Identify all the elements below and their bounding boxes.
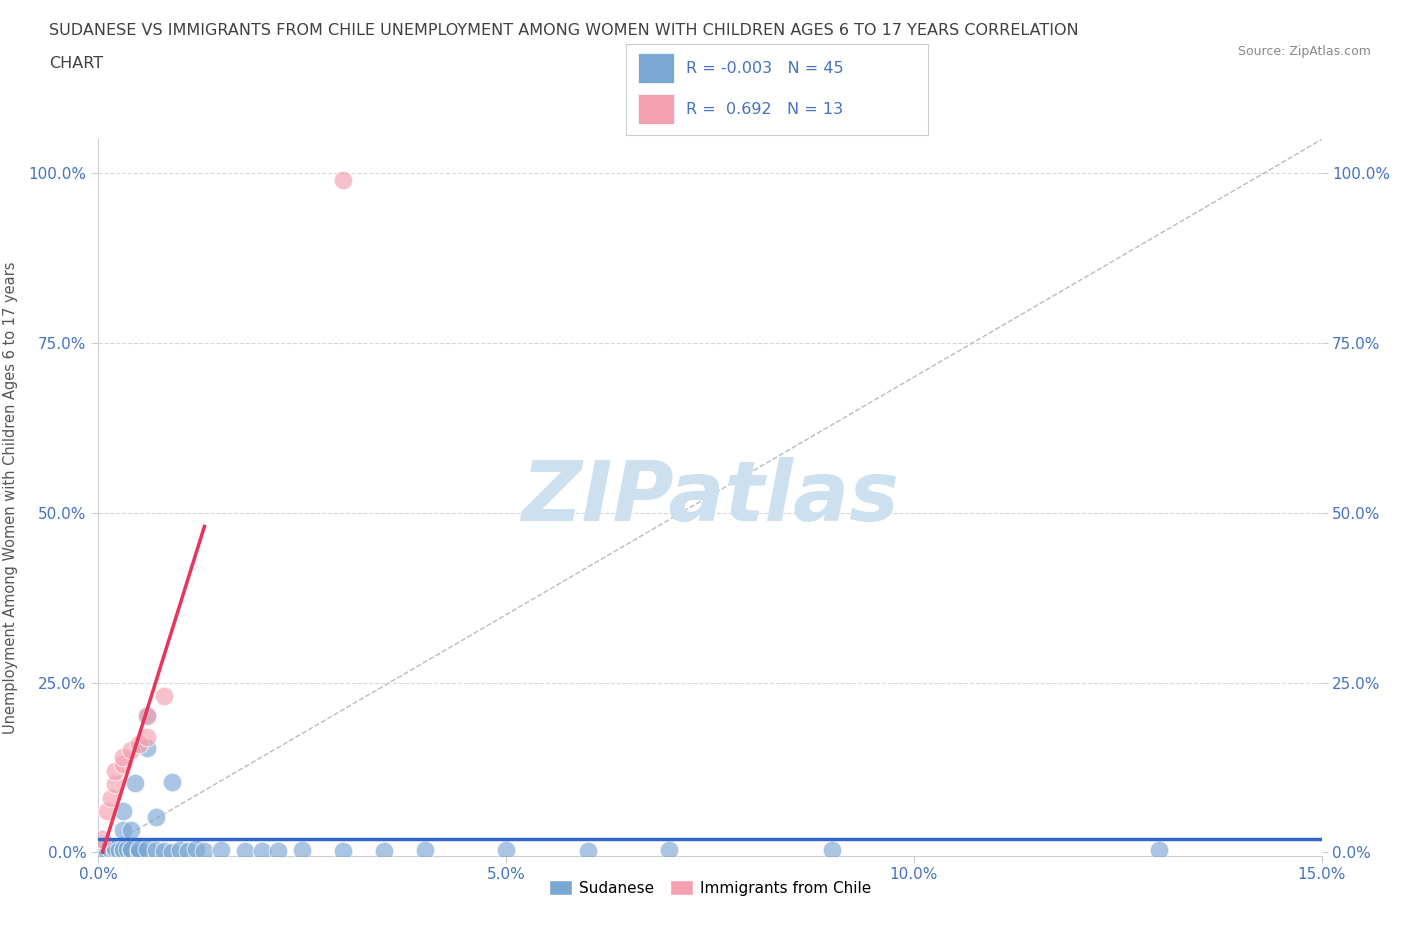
Point (152, 688, 174, 703)
Point (233, 844, 256, 858)
Point (186, 842, 208, 857)
Bar (638, 94, 673, 124)
Point (111, 844, 134, 858)
Text: R =  0.692   N = 13: R = 0.692 N = 13 (686, 101, 844, 117)
Point (136, 842, 159, 857)
Point (111, 804, 134, 818)
Point (104, 841, 127, 856)
Point (250, 844, 273, 858)
Point (209, 843, 232, 857)
Point (111, 842, 134, 857)
Point (104, 842, 127, 857)
Point (97, 840, 120, 855)
Text: R = -0.003   N = 45: R = -0.003 N = 45 (686, 60, 844, 76)
Point (104, 764, 127, 778)
Point (576, 844, 599, 858)
Point (104, 844, 127, 859)
Point (100, 843, 122, 857)
Point (104, 777, 127, 791)
Point (136, 709, 159, 724)
Point (1147, 843, 1170, 857)
Text: CHART: CHART (49, 56, 103, 71)
Point (145, 809, 167, 824)
Point (267, 844, 290, 858)
Y-axis label: Unemployment Among Women with Children Ages 6 to 17 years: Unemployment Among Women with Children A… (3, 261, 17, 734)
Point (332, 173, 354, 188)
Point (291, 843, 314, 857)
Point (120, 842, 142, 857)
Point (128, 844, 150, 859)
Point (160, 775, 183, 790)
Point (658, 843, 681, 857)
Point (115, 842, 138, 857)
Point (145, 843, 167, 857)
Text: ZIPatlas: ZIPatlas (522, 457, 898, 538)
Point (96, 844, 118, 858)
Point (169, 843, 191, 857)
Point (193, 844, 215, 858)
Point (373, 844, 395, 858)
Point (124, 776, 146, 790)
Point (111, 750, 134, 764)
Point (136, 741, 159, 756)
Point (91, 831, 114, 846)
Point (136, 708, 159, 723)
Point (111, 822, 134, 837)
Point (96, 804, 118, 819)
Point (128, 843, 150, 857)
Point (108, 843, 131, 857)
Point (152, 844, 174, 858)
Legend: Sudanese, Immigrants from Chile: Sudanese, Immigrants from Chile (543, 873, 877, 902)
Point (160, 844, 183, 859)
Point (128, 842, 150, 857)
Point (100, 790, 122, 805)
Point (136, 729, 159, 744)
Text: Source: ZipAtlas.com: Source: ZipAtlas.com (1237, 45, 1371, 58)
Bar (638, 53, 673, 83)
Point (120, 843, 142, 857)
Point (332, 844, 354, 858)
Point (821, 843, 844, 857)
Point (120, 743, 142, 758)
Point (177, 844, 200, 858)
Point (413, 843, 436, 857)
Text: SUDANESE VS IMMIGRANTS FROM CHILE UNEMPLOYMENT AMONG WOMEN WITH CHILDREN AGES 6 : SUDANESE VS IMMIGRANTS FROM CHILE UNEMPL… (49, 23, 1078, 38)
Point (120, 823, 142, 838)
Point (91, 842, 114, 857)
Point (128, 737, 150, 751)
Point (495, 843, 517, 857)
Point (111, 756, 134, 771)
